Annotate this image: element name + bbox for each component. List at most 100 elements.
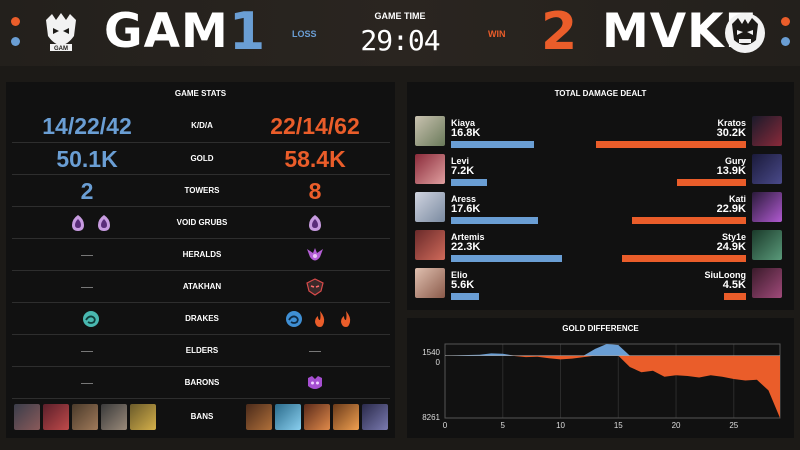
gold-diff-panel: GOLD DIFFERENCE 1540 0 8261 0 5 10 15 20 25 [407,318,794,438]
left-champion-portrait [415,116,445,146]
right-champion-portrait [752,268,782,298]
stat-row-atakhan: ATAKHAN [12,270,390,302]
right-player-damage: 4.5K [722,279,746,291]
baron-icon [308,376,322,389]
row-label-heralds: HERALDS [182,250,222,259]
left-damage-bar [451,141,534,148]
gam-logo-icon: GAM [38,10,84,56]
void-grub-icon [309,215,321,231]
left-player-damage: 17.6K [451,203,481,215]
ocean-drake-icon [286,311,302,327]
right-team-result: WIN [488,29,506,39]
ocean-drake-icon [83,311,99,327]
left-kda: 14/22/42 [42,113,132,139]
gold-diff-title: GOLD DIFFERENCE [562,324,639,333]
ban-champion-icon [304,404,330,430]
right-player-name: SiuLoong [704,270,747,280]
ban-champion-icon [101,404,127,430]
team-dot-right-orange [781,17,790,26]
right-player-name: Sty1e [721,232,746,242]
y-tick-top: 1540 [422,348,440,357]
right-towers: 8 [308,178,322,204]
row-label-void-grubs: VOID GRUBS [176,218,228,227]
left-player-name: Levi [451,156,470,166]
right-damage-bar [632,217,746,224]
scoreboard-header: GAM GAM 1 LOSS GAME TIME 29:04 WIN 2 MVK… [0,0,800,66]
row-label-towers: TOWERS [184,186,220,195]
x-tick-label: 10 [556,421,565,430]
row-label-gold: GOLD [190,154,214,163]
left-team-name: GAM [104,4,229,59]
right-kda: 22/14/62 [270,113,360,139]
team-dot-left-orange [11,17,20,26]
damage-panel: TOTAL DAMAGE DEALT Kiaya 16.8K Kratos 30… [407,82,794,310]
stat-row-elders: ELDERS [12,334,390,366]
y-tick-zero: 0 [435,358,440,367]
left-damage-bar [451,217,538,224]
right-champion-portrait [752,230,782,260]
right-champion-portrait [752,192,782,222]
right-player-damage: 30.2K [716,127,746,139]
void-grub-icon [72,215,84,231]
stat-row-heralds: HERALDS [12,238,390,270]
game-time-value: 29:04 [360,24,440,57]
right-damage-bar [677,179,746,186]
ban-champion-icon [362,404,388,430]
ban-champion-icon [130,404,156,430]
ban-champion-icon [275,404,301,430]
row-label-elders: ELDERS [185,346,219,355]
row-label-drakes: DRAKES [185,314,219,323]
left-heralds-empty [81,255,93,256]
left-player-damage: 22.3K [451,241,481,253]
left-champion-portrait [415,268,445,298]
left-player-name: Elio [451,270,468,280]
left-player-damage: 5.6K [451,279,475,291]
left-player-name: Aress [451,194,477,204]
atakhan-icon [306,278,324,296]
left-elders-empty [81,351,93,352]
team-dot-left-blue [11,37,20,46]
left-team-score: 1 [229,2,266,62]
stat-row-bans: BANS [12,398,390,434]
stat-row-towers: 2 TOWERS 8 [12,174,390,206]
left-player-damage: 16.8K [451,127,481,139]
left-player-name: Kiaya [451,118,476,128]
damage-title: TOTAL DAMAGE DEALT [554,89,647,98]
ban-champion-icon [14,404,40,430]
gold-advantage-right-area [445,355,780,418]
stat-row-drakes: DRAKES [12,302,390,334]
infernal-drake-icon [315,311,325,327]
right-player-name: Gury [724,156,746,166]
stat-row-barons: BARONS [12,366,390,398]
row-label-atakhan: ATAKHAN [182,282,222,291]
void-grub-icon [98,215,110,231]
right-champion-portrait [752,116,782,146]
left-player-damage: 7.2K [451,165,475,177]
x-tick-label: 0 [442,421,448,430]
right-player-name: Kati [728,194,746,204]
right-team-score: 2 [541,2,578,62]
x-tick-label: 20 [671,421,681,430]
right-player-damage: 22.9K [716,203,746,215]
row-label-barons: BARONS [184,378,220,387]
mvke-logo-icon [722,10,768,56]
x-tick-label: 5 [500,421,505,430]
team-dot-right-blue [781,37,790,46]
right-player-damage: 13.9K [716,165,746,177]
y-tick-bottom: 8261 [422,413,440,422]
left-damage-bar [451,293,479,300]
left-towers: 2 [80,178,94,204]
left-champion-portrait [415,230,445,260]
stat-row-kda: 14/22/42 K/D/A 22/14/62 [12,110,390,142]
right-player-name: Kratos [717,118,746,128]
right-champion-portrait [752,154,782,184]
left-team-result: LOSS [292,29,317,39]
right-damage-bar [622,255,746,262]
game-stats-title: GAME STATS [174,89,227,98]
game-stats-panel: GAME STATS 14/22/42 K/D/A 22/14/62 50.1K… [6,82,395,438]
gold-advantage-left-area [445,344,780,356]
left-atakhan-empty [81,287,93,288]
ban-champion-icon [333,404,359,430]
game-time-label: GAME TIME [374,11,426,21]
ban-champion-icon [43,404,69,430]
